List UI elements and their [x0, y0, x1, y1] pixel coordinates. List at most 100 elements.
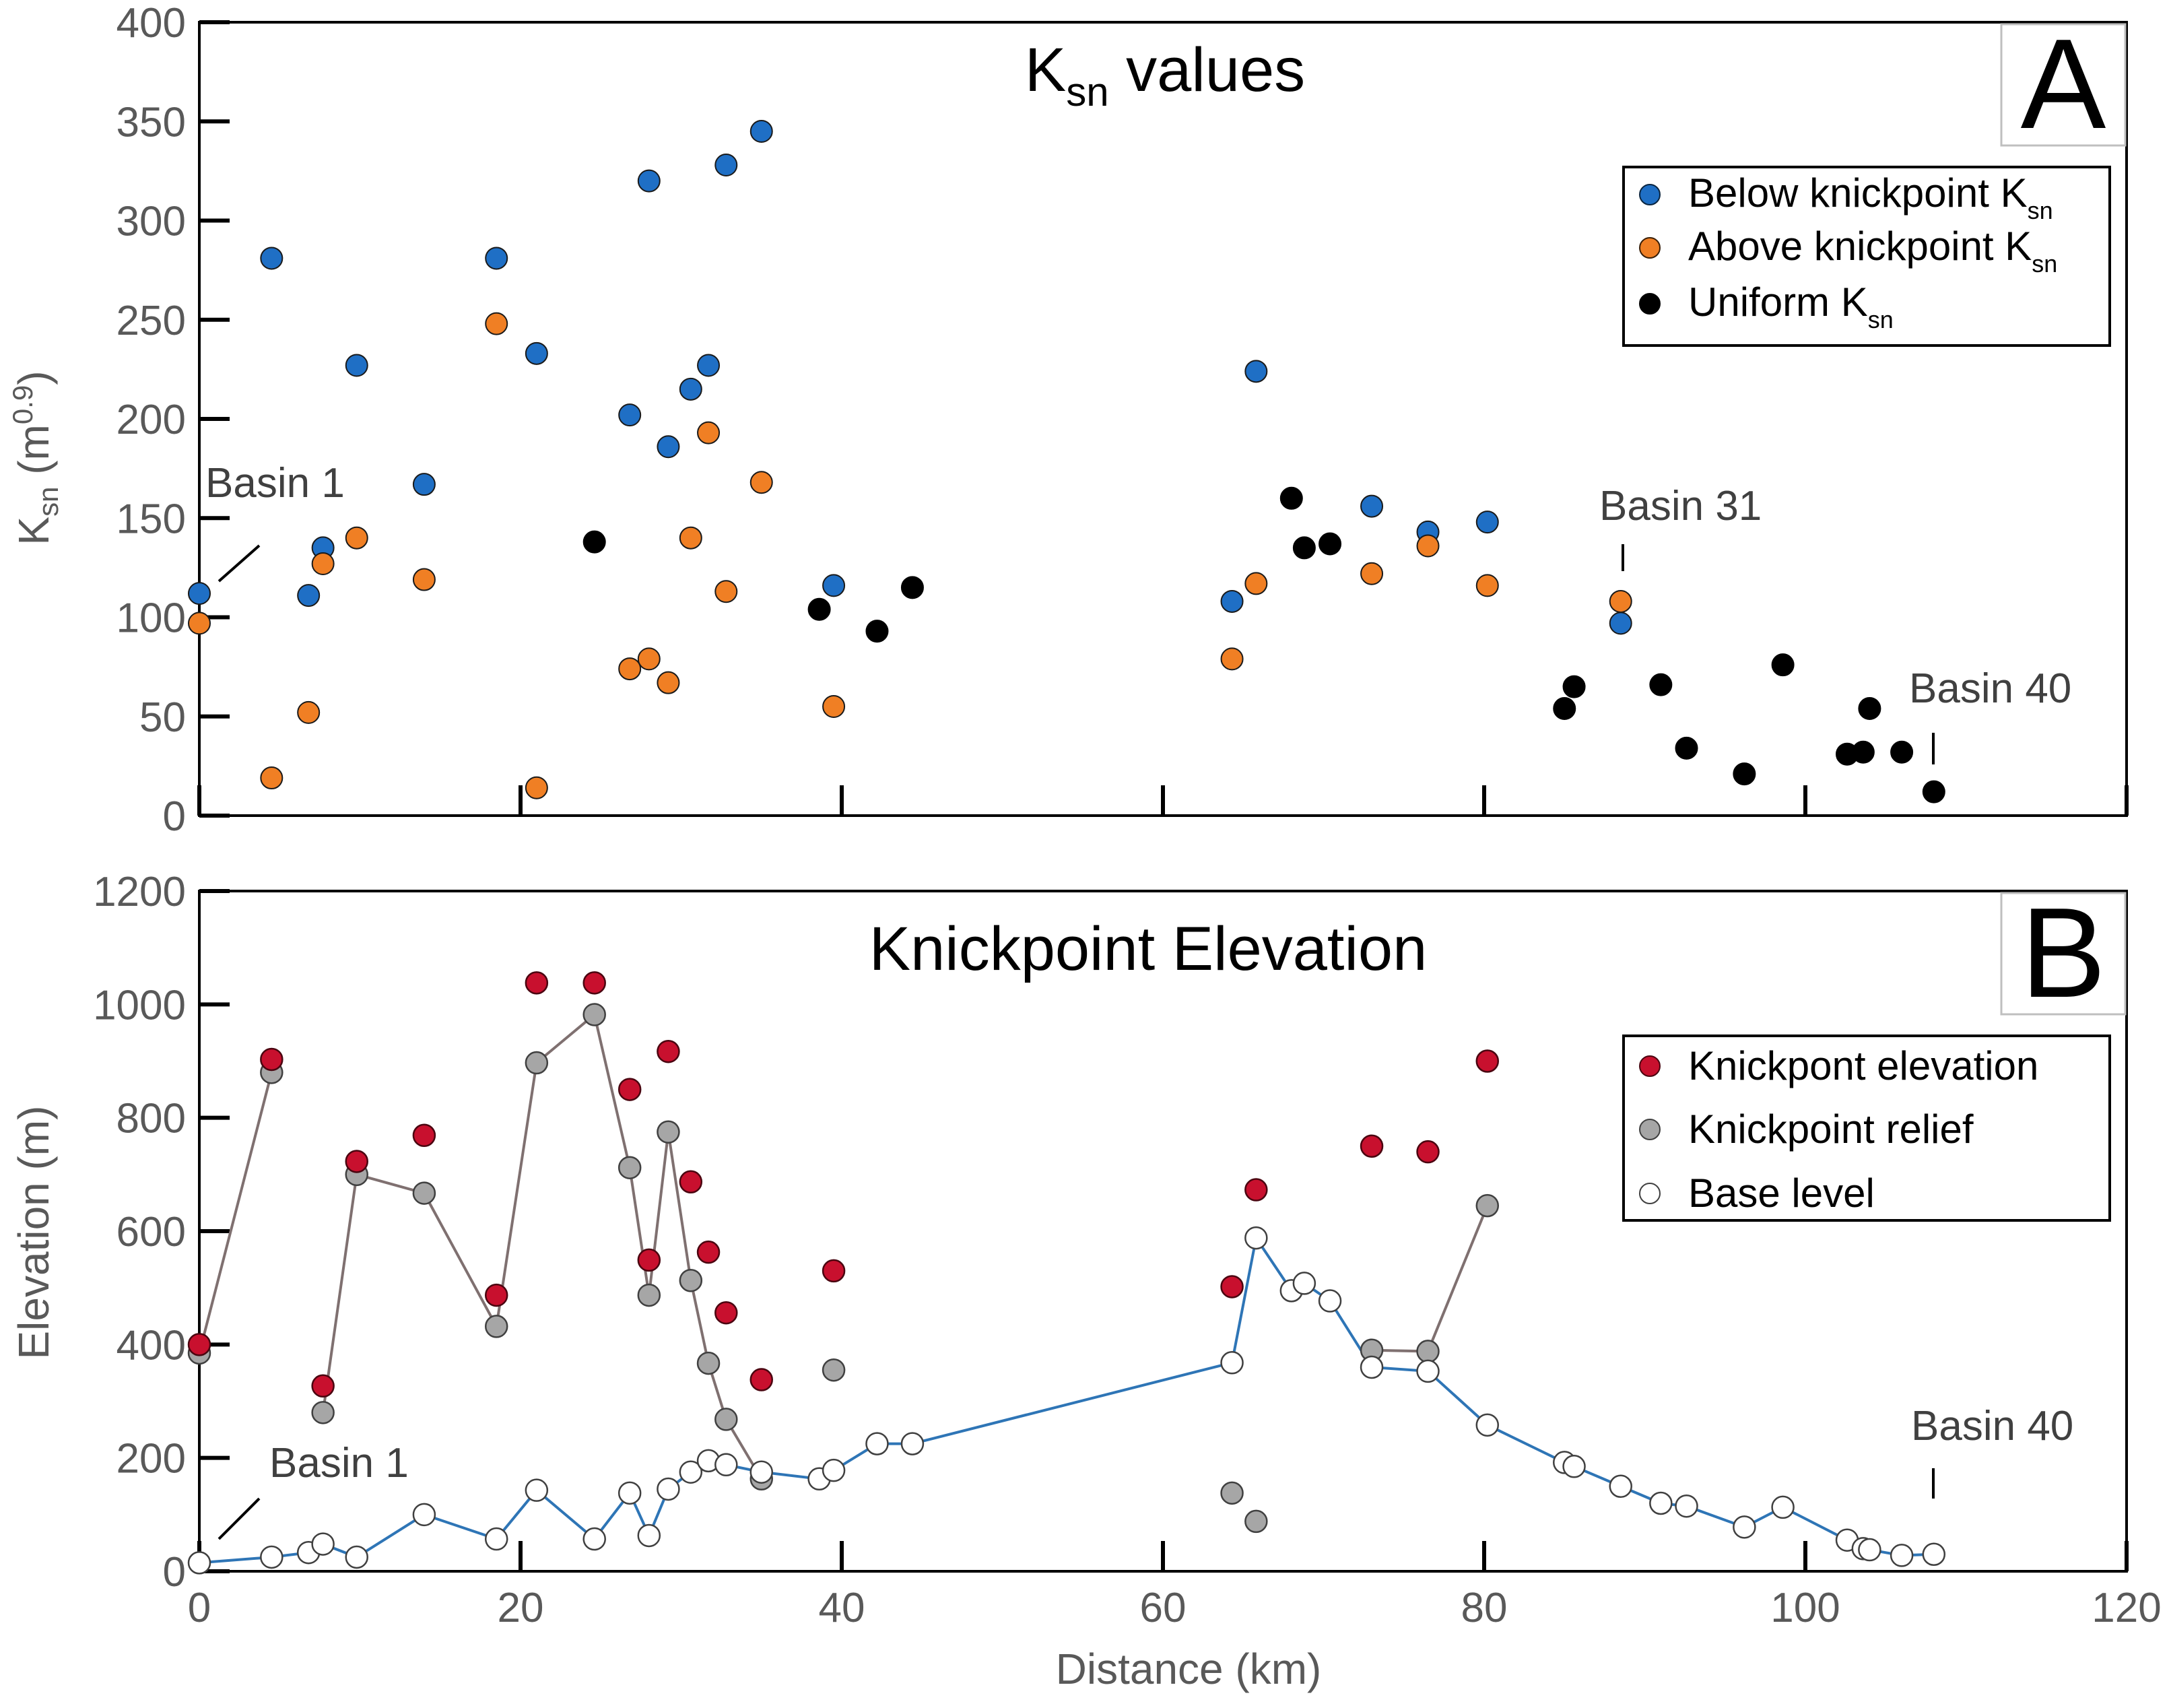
legend-label-above: Above knickpoint Ksn — [1688, 224, 2057, 277]
panel-a-legend-box — [1622, 166, 2111, 347]
panel-b-points — [187, 971, 1946, 1575]
x-tick-label: 120 — [2092, 1585, 2161, 1631]
annotation-basin-1-b-leader — [218, 1497, 261, 1540]
data-point — [1890, 740, 1914, 764]
data-point — [1562, 1455, 1586, 1478]
panel-b: 0 200 400 600 800 1000 1200 0 20 40 60 80 100 120 Kn… — [9, 869, 2162, 1693]
y-tick-label: 1000 — [93, 982, 186, 1028]
data-point — [657, 1477, 680, 1501]
data-point — [1858, 1538, 1881, 1562]
data-point — [484, 1527, 508, 1551]
panel-a-letter-box: A — [2000, 13, 2127, 156]
data-point — [1244, 1509, 1268, 1534]
legend-label-below: Below knickpoint Ksn — [1688, 170, 2053, 224]
legend-swatch-uniform — [1639, 293, 1661, 315]
data-point — [1360, 494, 1384, 518]
data-point — [749, 471, 773, 494]
data-point — [1475, 511, 1499, 534]
panel-b-legend: Knickpont elevation Knickpoint relief Ba… — [1622, 1034, 2111, 1222]
data-point — [1609, 1474, 1632, 1498]
panel-b-plot-area — [198, 890, 2128, 1573]
panel-a-title: Ksn values — [1025, 36, 1305, 114]
y-tick-label: 200 — [116, 1436, 186, 1482]
data-point — [311, 1401, 335, 1424]
annotation-basin-31: Basin 31 — [1599, 483, 1762, 529]
annotation-basin-40-a: Basin 40 — [1909, 665, 2071, 712]
data-point — [525, 971, 549, 995]
panel-b-legend-box — [1622, 1034, 2111, 1222]
x-axis-label: Distance (km) — [1056, 1645, 1322, 1693]
data-point — [187, 1551, 211, 1575]
data-point — [1675, 1494, 1698, 1518]
data-point — [714, 580, 738, 603]
panel-a-y-ticks: 0 50 100 150 200 250 300 350 400 — [116, 0, 230, 840]
data-point — [1416, 1140, 1440, 1164]
data-point — [484, 1315, 508, 1338]
series-uniform-ksn — [582, 486, 1945, 803]
panel-b-x-ticks: 0 20 40 60 80 100 120 — [188, 1541, 2162, 1631]
series-knickpont-elevation — [187, 971, 1500, 1398]
y-tick-label: 400 — [116, 0, 186, 46]
y-tick-label: 250 — [116, 298, 186, 344]
y-tick-label: 50 — [139, 694, 186, 741]
data-point — [1244, 1178, 1268, 1202]
data-point — [822, 1358, 846, 1382]
y-tick-label: 0 — [163, 793, 186, 840]
data-point — [1220, 1275, 1244, 1299]
data-point — [657, 671, 680, 694]
data-point — [1922, 1542, 1946, 1566]
data-point — [1609, 589, 1632, 613]
data-point — [1733, 762, 1756, 786]
data-point — [485, 247, 508, 270]
data-point — [697, 354, 721, 377]
panel-b-y-axis-label: Elevation (m) — [9, 1106, 58, 1360]
data-point — [822, 1259, 846, 1283]
data-point — [657, 1039, 680, 1063]
legend-swatch-knickpoint-relief — [1639, 1119, 1661, 1140]
data-point — [1292, 1272, 1316, 1295]
data-point — [1244, 1226, 1268, 1250]
y-tick-label: 100 — [116, 595, 186, 642]
data-point — [865, 1432, 889, 1455]
x-tick-label: 40 — [819, 1585, 865, 1631]
data-point — [412, 568, 436, 591]
data-point — [679, 1170, 703, 1194]
y-tick-label: 400 — [116, 1322, 186, 1369]
data-point — [260, 247, 283, 270]
data-point — [1771, 1495, 1795, 1519]
annotation-basin-1-a-leader — [218, 544, 261, 583]
data-point — [1475, 1193, 1500, 1218]
data-point — [1220, 589, 1244, 613]
series-below-knickpoint-ksn — [188, 119, 1632, 635]
data-point — [618, 403, 642, 427]
data-point — [1279, 486, 1303, 510]
legend-label-knickpoint-elevation: Knickpont elevation — [1688, 1043, 2038, 1088]
data-point — [412, 1181, 436, 1205]
data-point — [865, 620, 889, 643]
data-point — [637, 647, 661, 671]
data-point — [618, 1078, 642, 1101]
legend-label-knickpoint-relief: Knickpoint relief — [1688, 1107, 1974, 1152]
data-point — [1360, 562, 1384, 585]
panel-a-letter: A — [2021, 13, 2106, 156]
data-point — [1609, 612, 1632, 635]
data-point — [714, 1301, 738, 1325]
data-point — [1220, 647, 1244, 671]
data-point — [1220, 1481, 1244, 1505]
data-point — [297, 584, 321, 607]
legend-swatch-base-level — [1639, 1183, 1661, 1204]
data-point — [311, 1374, 335, 1398]
data-point — [822, 1458, 846, 1482]
data-point — [1244, 572, 1268, 595]
data-point — [749, 1368, 773, 1391]
data-point — [582, 1527, 606, 1551]
data-point — [1553, 696, 1576, 720]
data-point — [525, 776, 548, 799]
data-point — [1360, 1134, 1384, 1158]
annotation-basin-1-b: Basin 1 — [269, 1440, 409, 1486]
y-tick-label: 150 — [116, 496, 186, 542]
data-point — [345, 1150, 368, 1173]
data-point — [657, 1120, 680, 1144]
data-point — [1416, 1359, 1440, 1383]
x-tick-label: 20 — [498, 1585, 544, 1631]
